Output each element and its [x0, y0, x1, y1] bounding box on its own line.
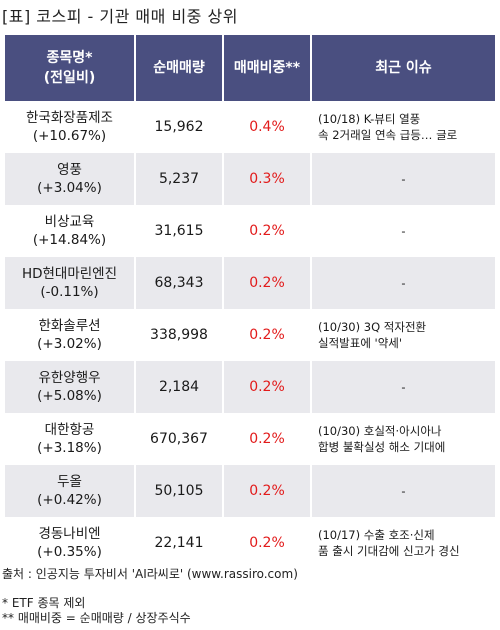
- issue-line: -: [401, 224, 406, 238]
- stock-change: (+3.18%): [37, 440, 102, 456]
- header-issue: 최근 이슈: [310, 35, 495, 101]
- stock-cell: 대한항공 (+3.18%): [5, 413, 135, 465]
- issue-line: -: [401, 484, 406, 498]
- trade-ratio: 0.2%: [222, 517, 311, 569]
- issue-line: 합병 불확실성 해소 기대에: [318, 440, 446, 454]
- recent-issue: -: [310, 153, 495, 205]
- stock-change: (+0.42%): [37, 492, 102, 508]
- header-name-line2: (전일비): [43, 70, 96, 86]
- issue-line: 속 2거래일 연속 급등… 글로: [318, 128, 458, 142]
- stock-name: 경동나비엔: [38, 526, 101, 542]
- trade-ratio: 0.2%: [222, 465, 311, 517]
- stock-change: (+0.35%): [37, 544, 102, 560]
- recent-issue: -: [310, 205, 495, 257]
- ratio-note: ** 매매비중 = 순매매량 / 상장주식수: [2, 611, 191, 625]
- stock-cell: 한화솔루션 (+3.02%): [5, 309, 135, 361]
- net-volume: 5,237: [134, 153, 223, 205]
- stock-change: (+3.04%): [37, 180, 102, 196]
- recent-issue: -: [310, 465, 495, 517]
- issue-line: -: [401, 380, 406, 394]
- stock-change: (+10.67%): [32, 128, 107, 144]
- issue-line: -: [401, 172, 406, 186]
- recent-issue: -: [310, 257, 495, 309]
- stock-cell: HD현대마린엔진 (-0.11%): [5, 257, 135, 309]
- stock-name: 두올: [57, 474, 82, 490]
- net-volume: 68,343: [134, 257, 223, 309]
- net-volume: 338,998: [134, 309, 223, 361]
- stock-cell: 경동나비엔 (+0.35%): [5, 517, 135, 569]
- etf-note: * ETF 종목 제외: [2, 596, 86, 610]
- table-row: 한화솔루션 (+3.02%) 338,998 0.2% (10/30) 3Q 적자전환 실…: [5, 309, 495, 361]
- stock-name: HD현대마린엔진: [21, 266, 118, 282]
- table-header-row: 종목명* (전일비) 순매매량 매매비중** 최근 이슈: [5, 35, 495, 101]
- net-volume: 31,615: [134, 205, 223, 257]
- issue-line: (10/30) 3Q 적자전환: [318, 320, 427, 334]
- table-row: 한국화장품제조 (+10.67%) 15,962 0.4% (10/18) K-뷰티 열…: [5, 101, 495, 153]
- stock-change: (+5.08%): [37, 388, 102, 404]
- table-row: 유한양행우 (+5.08%) 2,184 0.2% -: [5, 361, 495, 413]
- net-volume: 15,962: [134, 101, 223, 153]
- issue-line: (10/30) 호실적·아시아나: [318, 424, 442, 438]
- header-name: 종목명* (전일비): [5, 35, 135, 101]
- issue-line: (10/17) 수출 호조·신제: [318, 528, 435, 542]
- trade-ratio: 0.2%: [222, 257, 311, 309]
- recent-issue: -: [310, 361, 495, 413]
- stock-name: 대한항공: [44, 422, 95, 438]
- issue-line: -: [401, 276, 406, 290]
- issue-line: 실적발표에 '약세': [318, 336, 403, 350]
- header-name-line1: 종목명*: [46, 50, 93, 66]
- table-row: 경동나비엔 (+0.35%) 22,141 0.2% (10/17) 수출 호조·신제 품…: [5, 517, 495, 569]
- header-ratio: 매매비중**: [222, 35, 311, 101]
- stock-name: 한화솔루션: [38, 318, 101, 334]
- stock-cell: 영풍 (+3.04%): [5, 153, 135, 205]
- table-row: 비상교육 (+14.84%) 31,615 0.2% -: [5, 205, 495, 257]
- table-row: 대한항공 (+3.18%) 670,367 0.2% (10/30) 호실적·아시아나 합…: [5, 413, 495, 465]
- trade-ratio: 0.3%: [222, 153, 311, 205]
- net-volume: 2,184: [134, 361, 223, 413]
- stock-change: (+14.84%): [32, 232, 107, 248]
- ranking-table: 종목명* (전일비) 순매매량 매매비중** 최근 이슈 한국화장품제조 (+10…: [5, 35, 495, 569]
- net-volume: 50,105: [134, 465, 223, 517]
- net-volume: 670,367: [134, 413, 223, 465]
- table-row: HD현대마린엔진 (-0.11%) 68,343 0.2% -: [5, 257, 495, 309]
- stock-change: (+3.02%): [37, 336, 102, 352]
- page-title: [표] 코스피 - 기관 매매 비중 상위: [2, 7, 238, 26]
- stock-name: 영풍: [57, 162, 82, 178]
- source-note: 출처 : 인공지능 투자비서 'AI라씨로' (www.rassiro.com): [2, 567, 298, 581]
- header-volume: 순매매량: [134, 35, 223, 101]
- trade-ratio: 0.4%: [222, 101, 311, 153]
- issue-line: 품 출시 기대감에 신고가 경신: [318, 544, 460, 558]
- stock-cell: 유한양행우 (+5.08%): [5, 361, 135, 413]
- stock-name: 한국화장품제조: [26, 110, 113, 126]
- trade-ratio: 0.2%: [222, 205, 311, 257]
- trade-ratio: 0.2%: [222, 309, 311, 361]
- trade-ratio: 0.2%: [222, 413, 311, 465]
- stock-name: 비상교육: [44, 214, 95, 230]
- stock-cell: 비상교육 (+14.84%): [5, 205, 135, 257]
- stock-cell: 두올 (+0.42%): [5, 465, 135, 517]
- stock-cell: 한국화장품제조 (+10.67%): [5, 101, 135, 153]
- trade-ratio: 0.2%: [222, 361, 311, 413]
- table-row: 영풍 (+3.04%) 5,237 0.3% -: [5, 153, 495, 205]
- issue-line: (10/18) K-뷰티 열풍: [318, 112, 421, 126]
- net-volume: 22,141: [134, 517, 223, 569]
- table-row: 두올 (+0.42%) 50,105 0.2% -: [5, 465, 495, 517]
- stock-change: (-0.11%): [40, 284, 99, 300]
- stock-name: 유한양행우: [38, 370, 101, 386]
